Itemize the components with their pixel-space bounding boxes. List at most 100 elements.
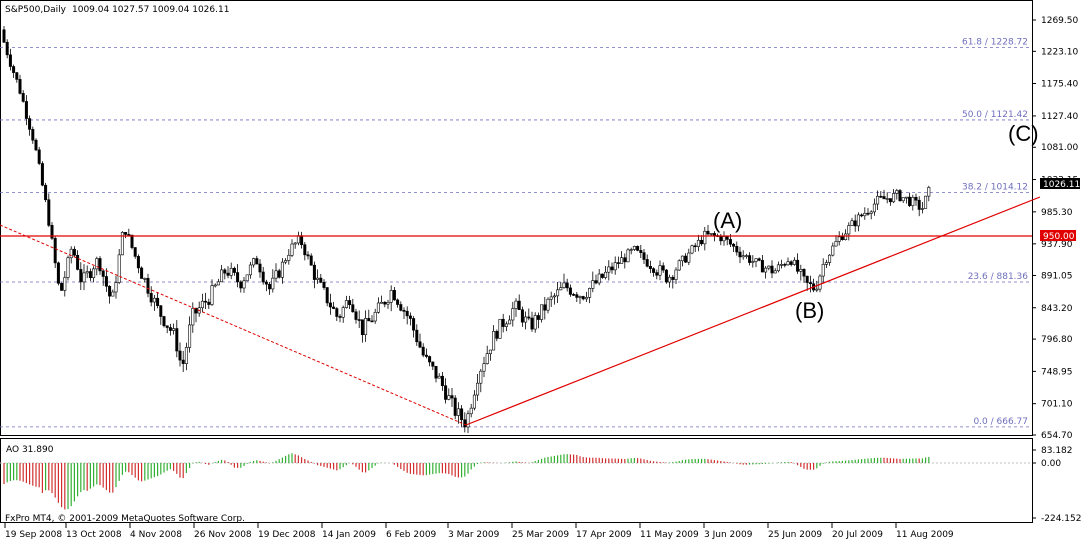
ao-label: AO 31.890 bbox=[6, 445, 54, 455]
candle-bear bbox=[655, 272, 659, 276]
level-950-text: 950.00 bbox=[1043, 232, 1075, 242]
candle-bull bbox=[95, 258, 99, 270]
candle-bear bbox=[706, 230, 710, 235]
wave-c-label: (C) bbox=[1008, 121, 1039, 146]
candle-bull bbox=[248, 264, 252, 276]
candle-bear bbox=[88, 271, 92, 279]
candle-bear bbox=[207, 301, 211, 305]
red-dashed-trendline bbox=[0, 224, 467, 426]
candle-bull bbox=[863, 212, 867, 217]
date-tick-label: 19 Sep 2008 bbox=[5, 530, 62, 540]
candle-bear bbox=[37, 149, 41, 164]
candle-bear bbox=[351, 304, 355, 313]
candle-bear bbox=[226, 272, 230, 276]
candle-bull bbox=[479, 370, 483, 384]
candle-bear bbox=[303, 244, 307, 256]
candle-bear bbox=[322, 282, 326, 288]
candle-bear bbox=[140, 267, 144, 279]
candle-bear bbox=[399, 304, 403, 311]
candle-bear bbox=[338, 316, 342, 318]
candle-bull bbox=[552, 295, 556, 298]
candle-bear bbox=[501, 318, 505, 327]
candle-bear bbox=[127, 234, 131, 236]
candle-bear bbox=[15, 72, 19, 80]
candle-bear bbox=[594, 280, 598, 284]
candle-bull bbox=[709, 233, 713, 235]
candle-bull bbox=[607, 266, 611, 273]
candle-bull bbox=[751, 261, 755, 263]
candle-bull bbox=[549, 296, 553, 300]
candle-bear bbox=[463, 419, 467, 428]
candle-bull bbox=[66, 257, 70, 278]
candle-bear bbox=[162, 316, 166, 327]
date-tick-label: 3 Jun 2009 bbox=[704, 530, 753, 540]
candle-bull bbox=[373, 311, 377, 322]
candle-bull bbox=[837, 236, 841, 242]
candle-bull bbox=[344, 300, 348, 308]
candle-bear bbox=[908, 196, 912, 206]
candle-bull bbox=[287, 254, 291, 261]
candle-bull bbox=[184, 347, 188, 364]
candle-bear bbox=[520, 309, 524, 323]
candle-bear bbox=[610, 266, 614, 271]
candle-bull bbox=[386, 301, 390, 305]
candle-bear bbox=[383, 301, 387, 305]
candle-bear bbox=[648, 265, 652, 269]
candle-bear bbox=[725, 236, 729, 240]
candle-bull bbox=[524, 316, 528, 323]
candle-bull bbox=[143, 278, 147, 280]
candle-bear bbox=[348, 300, 352, 305]
price-tick-label: 843.20 bbox=[1041, 304, 1073, 314]
candle-bull bbox=[780, 264, 784, 266]
candle-bull bbox=[229, 267, 233, 276]
candle-bear bbox=[757, 258, 761, 261]
candle-bear bbox=[860, 214, 864, 217]
candle-bear bbox=[47, 199, 51, 226]
date-axis: 19 Sep 2008 13 Oct 2008 4 Nov 2008 26 Nov 2… bbox=[4, 523, 954, 540]
candle-bull bbox=[216, 281, 220, 286]
copyright-text: FxPro MT4, © 2001-2009 MetaQuotes Softwa… bbox=[5, 514, 245, 524]
date-tick-label: 6 Feb 2009 bbox=[386, 530, 437, 540]
candle-bear bbox=[31, 129, 35, 141]
candle-bull bbox=[296, 235, 300, 244]
candle-bull bbox=[773, 270, 777, 274]
candle-bull bbox=[850, 220, 854, 226]
candle-bear bbox=[808, 282, 812, 285]
candle-bull bbox=[482, 363, 486, 372]
candle-bull bbox=[245, 274, 249, 282]
candle-bull bbox=[895, 190, 899, 194]
candle-bull bbox=[469, 407, 473, 415]
price-tick-label: 1269.50 bbox=[1041, 16, 1078, 26]
candle-bear bbox=[165, 325, 169, 328]
candle-bull bbox=[498, 318, 502, 339]
candles bbox=[2, 26, 931, 433]
candle-bear bbox=[440, 375, 444, 387]
candle-bear bbox=[44, 184, 48, 201]
candle-bull bbox=[674, 269, 678, 280]
date-tick-label: 25 Mar 2009 bbox=[512, 530, 569, 540]
candle-bear bbox=[300, 235, 304, 246]
candle-bull bbox=[626, 249, 630, 263]
candle-bear bbox=[8, 54, 12, 67]
candle-bear bbox=[98, 258, 102, 272]
ao-histogram bbox=[3, 453, 930, 510]
candle-bear bbox=[261, 271, 265, 283]
date-tick-label: 13 Oct 2008 bbox=[66, 530, 122, 540]
candle-bull bbox=[722, 236, 726, 242]
candle-bull bbox=[613, 262, 617, 271]
candle-bear bbox=[360, 319, 364, 336]
candle-bear bbox=[396, 299, 400, 305]
candle-bear bbox=[24, 101, 28, 119]
fib-label: 23.6 / 881.36 bbox=[968, 272, 1029, 282]
candle-bear bbox=[2, 29, 6, 43]
candle-bear bbox=[789, 261, 793, 265]
candle-bull bbox=[744, 255, 748, 257]
date-tick-label: 17 Apr 2009 bbox=[576, 530, 632, 540]
candle-bear bbox=[130, 234, 134, 248]
candle-bull bbox=[437, 375, 441, 379]
candle-bear bbox=[370, 320, 374, 323]
candle-bear bbox=[181, 359, 185, 364]
price-tick-label: 891.05 bbox=[1041, 271, 1073, 281]
candle-bear bbox=[405, 310, 409, 317]
candle-bull bbox=[341, 307, 345, 318]
